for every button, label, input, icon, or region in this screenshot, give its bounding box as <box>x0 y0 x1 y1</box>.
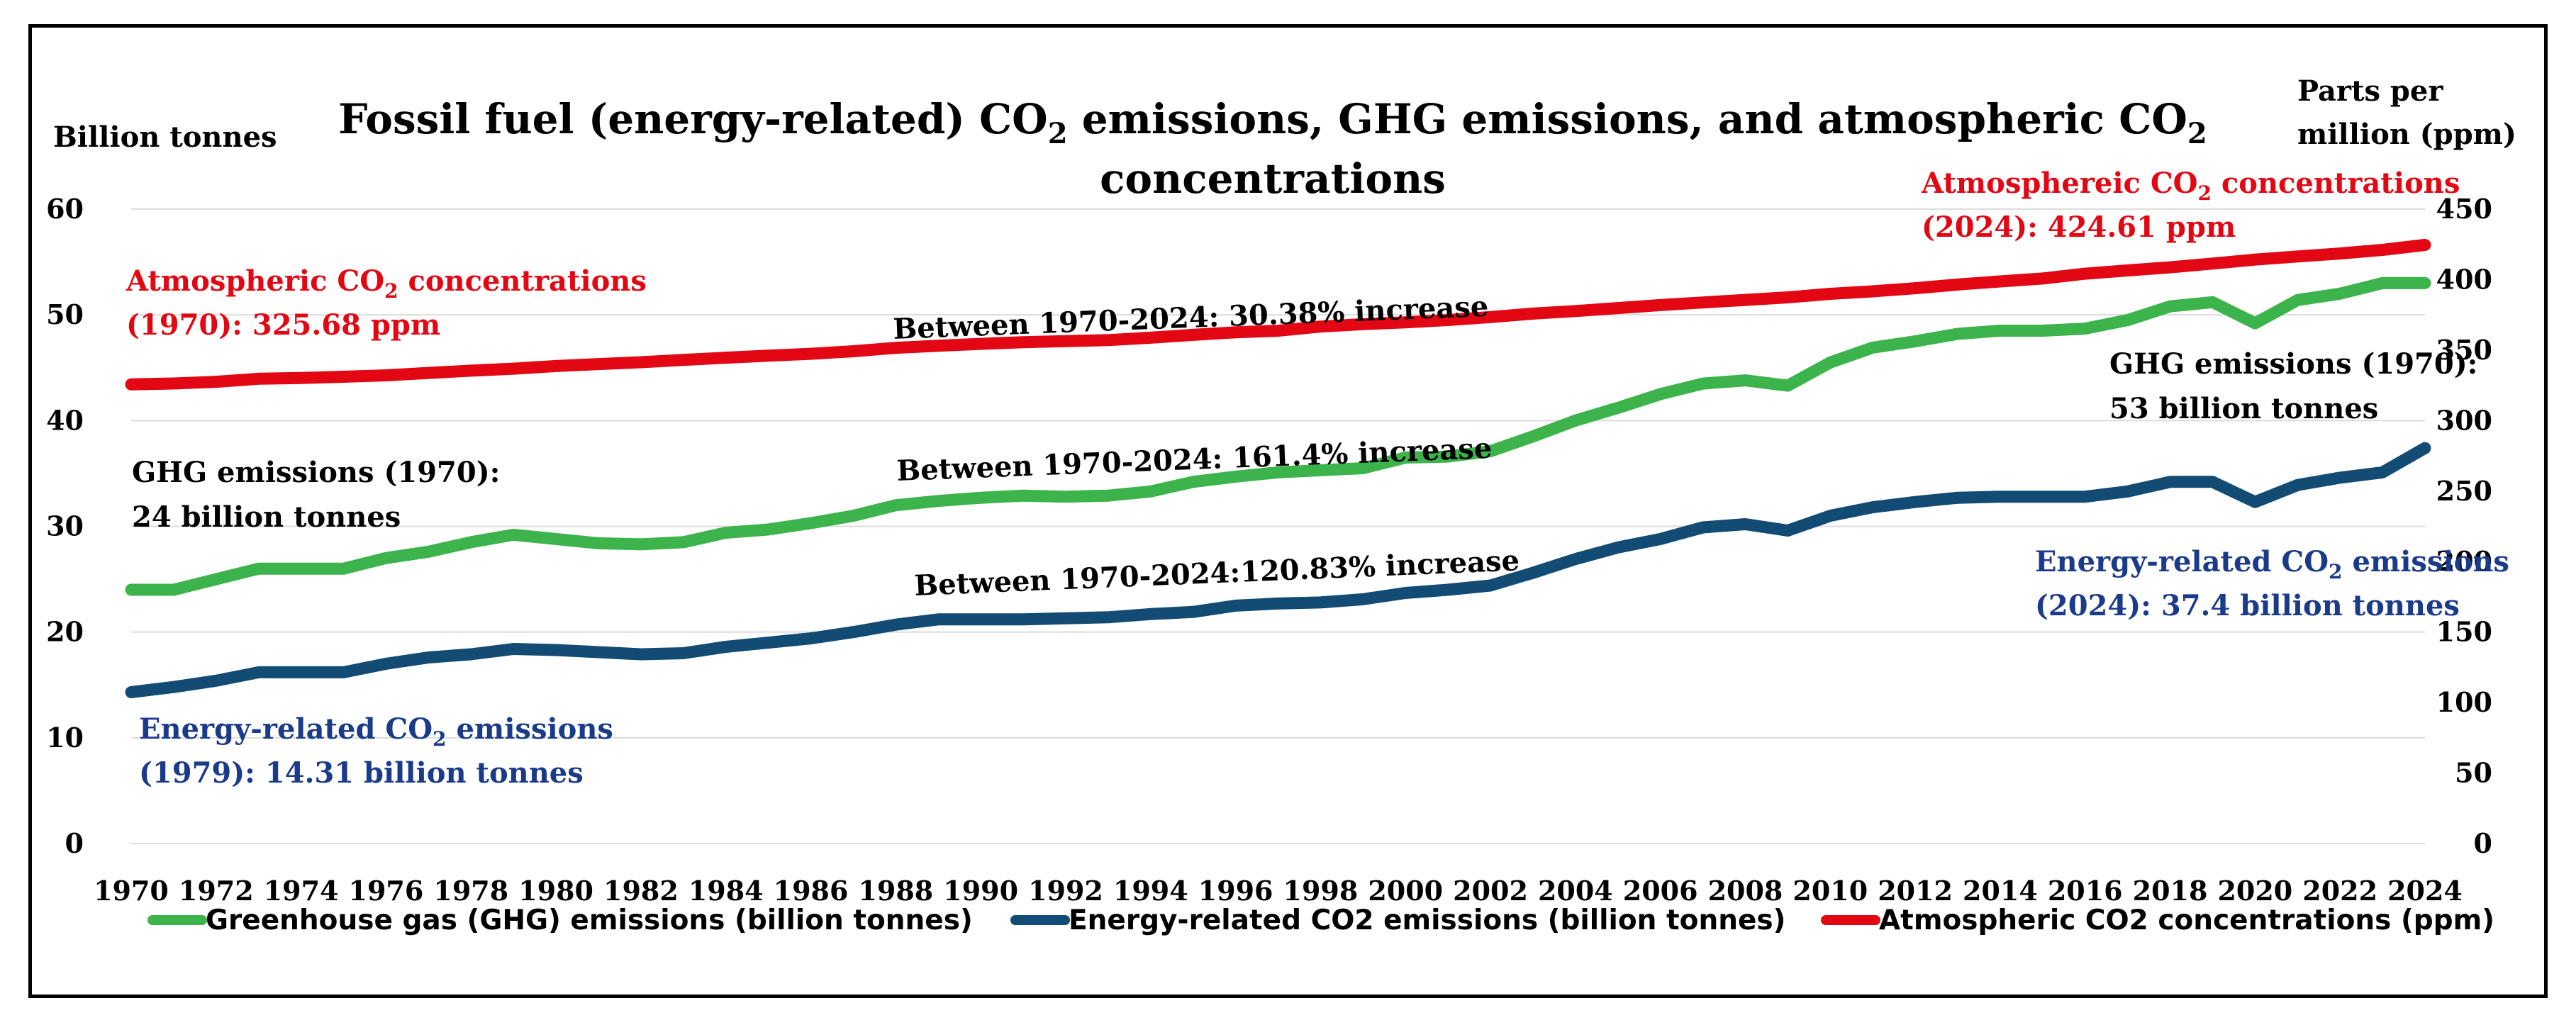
x-tick-label: 2004 <box>1538 875 1613 907</box>
legend-label-ghg: Greenhouse gas (GHG) emissions (billion … <box>206 904 973 936</box>
right-tick-label: 200 <box>2436 545 2492 577</box>
annotation-atm-1970-line2: (1970): 325.68 ppm <box>126 308 440 342</box>
right-axis-title-line1: Parts per <box>2297 74 2443 108</box>
left-tick-label: 20 <box>46 616 84 648</box>
annotation-co2-2024-line1: Energy-related CO2 emissions <box>2035 545 2509 583</box>
chart-frame <box>28 24 2548 998</box>
annotation-co2-2024-line2: (2024): 37.4 billion tonnes <box>2035 589 2460 622</box>
left-tick-label: 40 <box>46 404 84 436</box>
annotation-co2-1979-line1: Energy-related CO2 emissions <box>139 712 613 751</box>
x-tick-label: 2016 <box>2048 875 2123 907</box>
annotation-co2-1979-line2: (1979): 14.31 billion tonnes <box>139 756 584 790</box>
x-tick-label: 1998 <box>1283 875 1359 907</box>
right-tick-label: 450 <box>2436 193 2492 225</box>
annotation-ghg-1970-line1: GHG emissions (1970): <box>132 456 500 489</box>
x-tick-label: 1986 <box>774 875 849 907</box>
x-axis-ticks: 1970 1972 1974 1976 1978 1980 1982 1984 1986 1988… <box>94 875 2463 907</box>
annotation-ghg-2024-line2: 53 billion tonnes <box>2109 392 2378 425</box>
right-axis-ticks: 0 50 100 150 200 250 300 350 400 450 <box>2436 193 2492 859</box>
x-tick-label: 1988 <box>858 875 933 907</box>
legend-label-atm: Atmospheric CO2 concentrations (ppm) <box>1879 904 2494 936</box>
series-lines <box>125 239 2431 698</box>
x-tick-label: 1994 <box>1113 875 1188 907</box>
right-tick-label: 400 <box>2436 263 2492 295</box>
right-tick-label: 0 <box>2474 827 2492 859</box>
right-tick-label: 300 <box>2436 404 2492 436</box>
x-tick-label: 2012 <box>1878 875 1953 907</box>
x-tick-label: 2018 <box>2133 875 2208 907</box>
x-tick-label: 2014 <box>1963 875 2038 907</box>
legend: Greenhouse gas (GHG) emissions (billion … <box>147 904 2494 936</box>
left-tick-label: 60 <box>46 193 84 225</box>
left-axis-title: Billion tonnes <box>53 121 277 154</box>
series-line-co2 <box>125 442 2431 698</box>
x-tick-label: 1982 <box>603 875 679 907</box>
x-tick-label: 2008 <box>1708 875 1783 907</box>
x-tick-label: 2000 <box>1368 875 1443 907</box>
right-tick-label: 50 <box>2455 757 2492 789</box>
annotation-ghg-1970-line2: 24 billion tonnes <box>132 500 401 534</box>
x-tick-label: 1984 <box>688 875 764 907</box>
legend-label-co2: Energy-related CO2 emissions (billion to… <box>1069 904 1785 936</box>
left-tick-label: 30 <box>46 510 84 542</box>
series-line-atm <box>125 239 2431 391</box>
gridlines <box>131 208 2425 844</box>
annotation-atm-1970-line1: Atmospheric CO2 concentrations <box>126 264 647 303</box>
x-tick-label: 1992 <box>1028 875 1103 907</box>
x-tick-label: 2006 <box>1623 875 1698 907</box>
right-axis-title-line2: million (ppm) <box>2297 118 2516 151</box>
right-tick-label: 250 <box>2436 475 2492 507</box>
x-tick-label: 1990 <box>943 875 1018 907</box>
chart-title-line2: concentrations <box>1100 155 1446 203</box>
x-tick-label: 1974 <box>264 875 339 907</box>
x-tick-label: 2002 <box>1453 875 1528 907</box>
right-tick-label: 100 <box>2436 686 2492 718</box>
left-tick-label: 50 <box>46 298 84 330</box>
x-tick-label: 2024 <box>2387 875 2463 907</box>
left-tick-label: 0 <box>65 827 84 859</box>
left-tick-label: 10 <box>46 722 84 754</box>
x-tick-label: 2022 <box>2302 875 2377 907</box>
x-tick-label: 2020 <box>2217 875 2292 907</box>
right-tick-label: 350 <box>2436 334 2492 366</box>
annotation-ghg-2024-line1: GHG emissions (1970): <box>2109 347 2477 381</box>
series-line-ghg <box>125 276 2431 596</box>
x-tick-label: 1970 <box>94 875 169 907</box>
x-tick-label: 1980 <box>518 875 593 907</box>
annotation-atm-2024-line1: Atmosphereic CO2 concentrations <box>1921 167 2460 205</box>
x-tick-label: 1978 <box>433 875 508 907</box>
annotation-atm-2024-line2: (2024): 424.61 ppm <box>1922 211 2236 244</box>
x-tick-label: 1996 <box>1198 875 1273 907</box>
x-tick-label: 1976 <box>349 875 424 907</box>
right-tick-label: 150 <box>2436 616 2492 648</box>
x-tick-label: 1972 <box>179 875 254 907</box>
left-axis-ticks: 0 10 20 30 40 50 60 <box>46 193 84 859</box>
chart-title-line1: Fossil fuel (energy-related) CO2 emissio… <box>338 95 2207 150</box>
x-tick-label: 2010 <box>1792 875 1868 907</box>
